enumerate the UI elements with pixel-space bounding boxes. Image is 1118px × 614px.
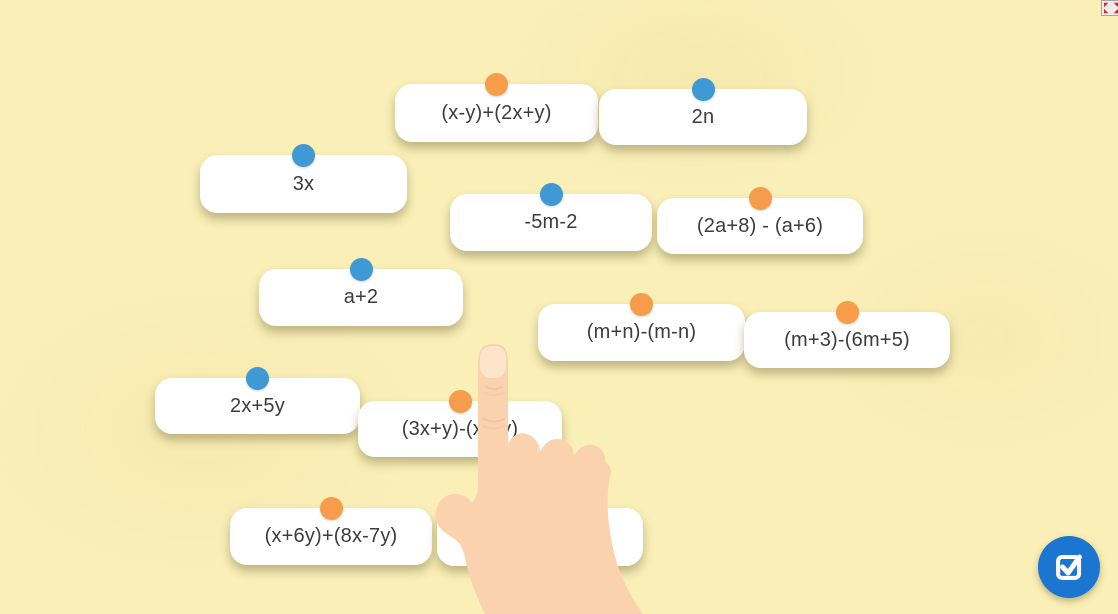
expression-card[interactable]: (x-y)+(2x+y) — [395, 73, 598, 142]
expression-text: (3x+y)-(x-4y) — [401, 417, 519, 440]
drag-dot[interactable] — [292, 144, 315, 167]
expression-card[interactable] — [437, 508, 643, 566]
drag-dot[interactable] — [691, 78, 715, 101]
expression-card[interactable]: (m+3)-(6m+5) — [744, 301, 950, 368]
expression-text: -5m-2 — [524, 211, 578, 233]
expression-text: (x-y)+(2x+y) — [441, 101, 552, 124]
drag-dot[interactable] — [485, 73, 508, 96]
drag-dot[interactable] — [835, 301, 859, 324]
expression-text: 2n — [691, 105, 715, 128]
expression-text: a+2 — [343, 286, 379, 308]
submit-answers-button[interactable] — [1038, 536, 1100, 598]
drag-dot[interactable] — [539, 183, 563, 206]
expression-card[interactable]: (x+6y)+(8x-7y) — [230, 497, 432, 565]
expression-card[interactable]: 3x — [200, 144, 407, 213]
fullscreen-button[interactable] — [1101, 0, 1118, 16]
drag-dot[interactable] — [748, 187, 772, 210]
expression-text: (x+6y)+(8x-7y) — [264, 525, 398, 547]
expression-card[interactable]: (2a+8) - (a+6) — [657, 187, 863, 254]
fullscreen-expand-icon — [1104, 2, 1118, 14]
expression-text: (m+n)-(m-n) — [586, 321, 697, 343]
drag-dot[interactable] — [246, 367, 269, 390]
check-square-icon — [1056, 554, 1082, 580]
drag-dot[interactable] — [349, 258, 373, 281]
expression-card[interactable]: 2x+5y — [155, 367, 360, 434]
expression-card[interactable]: 2n — [599, 78, 807, 145]
expression-text: 2x+5y — [230, 394, 285, 417]
expression-card[interactable]: (m+n)-(m-n) — [538, 293, 745, 361]
expression-card[interactable]: (3x+y)-(x-4y) — [358, 390, 562, 457]
drag-dot[interactable] — [319, 497, 343, 520]
expression-text: (m+3)-(6m+5) — [784, 328, 910, 351]
expression-text: 3x — [292, 172, 315, 195]
drag-dot[interactable] — [448, 390, 472, 413]
expression-card[interactable]: -5m-2 — [450, 183, 652, 251]
expression-card[interactable]: a+2 — [259, 258, 463, 326]
drag-dot[interactable] — [630, 293, 653, 316]
expression-text: (2a+8) - (a+6) — [696, 214, 824, 237]
